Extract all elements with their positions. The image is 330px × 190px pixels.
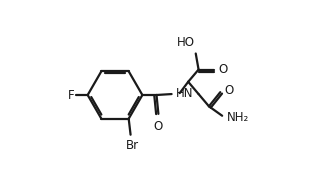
Text: HO: HO <box>177 36 195 49</box>
Text: O: O <box>154 120 163 132</box>
Text: F: F <box>68 89 75 101</box>
Text: O: O <box>224 84 234 97</box>
Text: Br: Br <box>126 139 139 152</box>
Text: NH₂: NH₂ <box>227 111 249 124</box>
Text: HN: HN <box>176 87 193 100</box>
Text: O: O <box>218 63 228 76</box>
